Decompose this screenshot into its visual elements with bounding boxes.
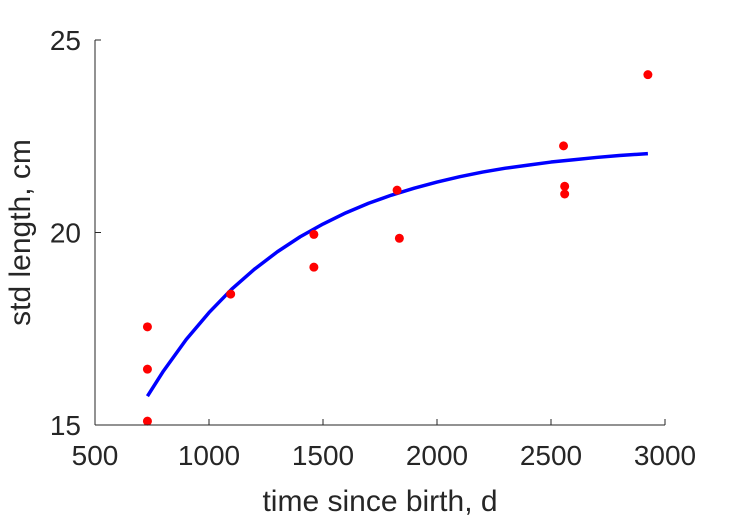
fit-curve <box>145 151 649 398</box>
x-ticks: 500 1000 1500 2000 2500 3000 <box>72 419 696 471</box>
data-point <box>309 262 319 272</box>
data-point <box>142 322 152 332</box>
y-tick-label: 25 <box>50 25 81 56</box>
x-tick-label: 1500 <box>292 440 354 471</box>
y-tick-label: 15 <box>50 410 81 441</box>
data-point <box>394 233 404 243</box>
data-point <box>142 416 152 426</box>
x-tick-label: 3000 <box>634 440 696 471</box>
data-point <box>226 289 236 299</box>
x-tick-label: 1000 <box>178 440 240 471</box>
x-tick-label: 2000 <box>406 440 468 471</box>
data-point <box>560 189 570 199</box>
y-tick-label: 20 <box>50 218 81 249</box>
data-point <box>142 364 152 374</box>
data-point <box>559 141 569 151</box>
plot-area <box>142 70 653 426</box>
x-axis-title: time since birth, d <box>262 485 497 518</box>
data-point <box>643 70 653 80</box>
data-point <box>309 229 319 239</box>
x-tick-label: 500 <box>72 440 119 471</box>
x-tick-label: 2500 <box>520 440 582 471</box>
y-axis-title: std length, cm <box>4 139 37 326</box>
y-ticks: 15 20 25 <box>50 25 101 441</box>
data-point <box>560 181 570 191</box>
data-point <box>392 185 402 195</box>
